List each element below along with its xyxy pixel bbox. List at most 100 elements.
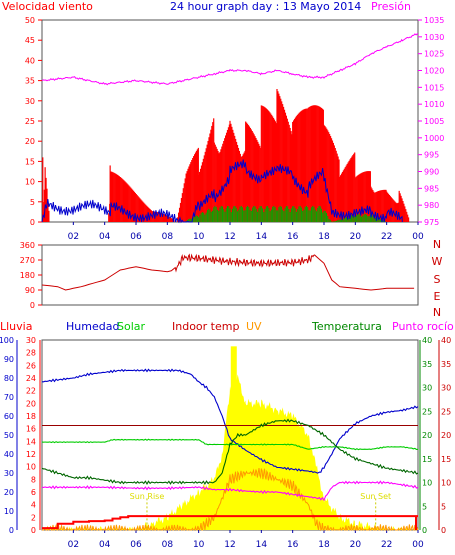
dew-point-tick: 40 <box>441 336 451 345</box>
y-right-tick: 990 <box>424 168 439 177</box>
y-right-tick: 1000 <box>424 134 444 143</box>
x-tick: 02 <box>68 540 79 550</box>
wind-direction-line <box>41 253 415 291</box>
y-right-tick: 985 <box>424 184 439 193</box>
rain-tick: 8 <box>31 475 36 484</box>
rain-tick: 24 <box>26 374 36 383</box>
pressure-label: Presión <box>371 0 411 13</box>
temperature-line <box>41 418 419 485</box>
y-left-tick: 50 <box>25 16 35 25</box>
y-left-tick: 30 <box>25 97 35 106</box>
dew-point-tick: 20 <box>441 431 451 440</box>
uv-line <box>42 468 419 532</box>
y-right-tick: 1010 <box>424 100 444 109</box>
rain-line <box>42 515 418 530</box>
x-tick: 08 <box>162 232 174 242</box>
x-tick: 00 <box>412 540 424 550</box>
dew-point-tick: 0 <box>441 526 446 535</box>
direction-tick: 180 <box>20 271 35 280</box>
dew-point-tick: 25 <box>441 407 451 416</box>
humidity-tick: 0 <box>9 526 14 535</box>
rain-label: Lluvia <box>0 320 32 333</box>
compass-label: W <box>432 255 443 268</box>
y-left-tick: 5 <box>30 198 35 207</box>
humidity-tick: 50 <box>4 431 14 440</box>
x-tick: 04 <box>99 540 111 550</box>
y-left-tick: 25 <box>25 117 35 126</box>
x-tick: 22 <box>381 540 392 550</box>
dew-point-tick: 5 <box>441 502 446 511</box>
dew-point-line <box>41 480 419 502</box>
rain-tick: 12 <box>26 450 36 459</box>
x-tick: 18 <box>318 232 330 242</box>
x-tick: 14 <box>256 540 268 550</box>
rain-tick: 28 <box>26 349 36 358</box>
direction-tick: 0 <box>30 301 35 310</box>
x-tick: 04 <box>99 232 111 242</box>
x-tick: 16 <box>287 232 299 242</box>
temperature-tick: 15 <box>422 455 432 464</box>
rain-tick: 6 <box>31 488 36 497</box>
y-right-tick: 1025 <box>424 50 444 59</box>
wind-average-line <box>41 159 403 224</box>
x-tick: 16 <box>287 540 299 550</box>
y-left-tick: 20 <box>25 137 35 146</box>
wind-min-series <box>185 205 386 222</box>
x-tick: 20 <box>350 232 362 242</box>
y-left-tick: 15 <box>25 157 35 166</box>
y-right-tick: 995 <box>424 151 439 160</box>
dew-point-tick: 35 <box>441 360 451 369</box>
solar-radiation-spike <box>230 346 237 530</box>
humidity-tick: 40 <box>4 450 14 459</box>
temperature-tick: 30 <box>422 384 432 393</box>
humidity-tick: 30 <box>4 469 14 478</box>
humidity-tick: 80 <box>4 374 14 383</box>
temperature-tick: 40 <box>422 336 432 345</box>
y-right-tick: 980 <box>424 201 439 210</box>
humidity-tick: 70 <box>4 393 14 402</box>
temperature-tick: 20 <box>422 431 432 440</box>
y-right-tick: 975 <box>424 218 439 227</box>
y-left-tick: 10 <box>25 178 35 187</box>
humidity-tick: 60 <box>4 412 14 421</box>
dew-point-tick: 15 <box>441 455 451 464</box>
humidity-line <box>42 368 419 474</box>
x-tick: 18 <box>318 540 330 550</box>
x-tick: 10 <box>193 232 205 242</box>
y-left-tick: 35 <box>25 77 35 86</box>
x-tick: 20 <box>350 540 362 550</box>
rain-tick: 30 <box>26 336 36 345</box>
compass-label: N <box>433 238 441 251</box>
compass-label: E <box>434 290 441 303</box>
x-tick: 12 <box>224 540 235 550</box>
humidity-label: Humedad <box>66 320 119 333</box>
chart-title: 24 hour graph day : 13 Mayo 2014 <box>170 0 361 13</box>
y-right-tick: 1030 <box>424 33 444 42</box>
rain-tick: 26 <box>26 361 36 370</box>
rain-tick: 16 <box>26 425 36 434</box>
y-right-tick: 1020 <box>424 67 444 76</box>
rain-tick: 10 <box>26 463 36 472</box>
rain-tick: 2 <box>31 513 36 522</box>
temperature-tick: 5 <box>422 502 427 511</box>
y-right-tick: 1035 <box>424 16 444 25</box>
compass-label: S <box>434 273 441 286</box>
x-tick: 00 <box>412 232 424 242</box>
sunrise-label: Sun Rise <box>130 492 165 501</box>
rain-tick: 0 <box>31 526 36 535</box>
direction-tick: 90 <box>25 286 35 295</box>
rain-tick: 22 <box>26 387 36 396</box>
sunset-label: Sun Set <box>360 492 391 501</box>
x-tick: 14 <box>256 232 268 242</box>
x-tick: 02 <box>68 232 79 242</box>
humidity-tick: 100 <box>0 336 14 345</box>
y-left-tick: 0 <box>30 218 35 227</box>
x-tick: 06 <box>130 232 142 242</box>
dew-point-tick: 10 <box>441 479 451 488</box>
wind-direction-panel <box>41 244 419 306</box>
y-left-tick: 40 <box>25 56 35 65</box>
rain-tick: 4 <box>31 501 36 510</box>
humidity-tick: 20 <box>4 488 14 497</box>
solar-label: Solar <box>117 320 146 333</box>
